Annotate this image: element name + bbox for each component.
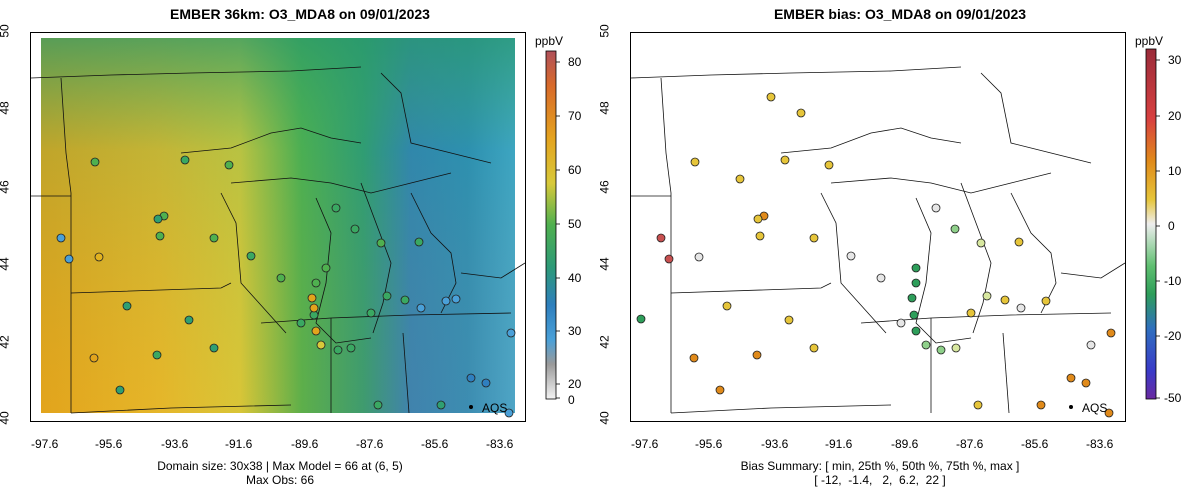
bias-x-tick-5: -87.6 (956, 437, 984, 451)
bias-map-svg: AQS (631, 66, 1125, 418)
y-tick-40: 40 (0, 411, 12, 425)
cbar-tick-0: 0 (568, 393, 575, 407)
bias-y-tick-48: 48 (597, 101, 612, 115)
bias-colorbar-unit: ppbV (1135, 34, 1164, 48)
cbar-tick-40: 40 (568, 271, 582, 285)
model-footer-line2: Max Obs: 66 (245, 473, 315, 487)
x-tick-7: -83.6 (486, 437, 514, 451)
model-map-frame: AQS (30, 32, 526, 422)
bias-cbar-tick-10: 10 (1168, 164, 1182, 178)
y-tick-42: 42 (0, 335, 12, 349)
bias-y-tick-46: 46 (597, 180, 612, 194)
bias-cbar-tick-m10: -10 (1164, 274, 1182, 288)
bias-x-tick-4: -89.6 (891, 437, 919, 451)
x-tick-1: -95.6 (95, 437, 123, 451)
bias-footer-line1: Bias Summary: [ min, 25th %, 50th %, 75t… (740, 459, 1020, 473)
y-tick-44: 44 (0, 257, 12, 271)
bias-cbar-tick-0: 0 (1168, 219, 1175, 233)
model-panel: EMBER 36km: O3_MDA8 on 09/01/2023 (0, 6, 582, 487)
bias-y-tick-40: 40 (597, 411, 612, 425)
bias-x-tick-1: -95.6 (695, 437, 723, 451)
x-tick-6: -85.6 (421, 437, 449, 451)
aqs-sites (56, 155, 516, 418)
y-tick-50: 50 (0, 24, 12, 38)
bias-cbar-tick-30: 30 (1168, 53, 1182, 67)
bias-x-tick-2: -93.6 (761, 437, 789, 451)
x-tick-0: -97.6 (31, 437, 59, 451)
y-tick-46: 46 (0, 180, 12, 194)
bias-aqs-legend-label: AQS (1082, 401, 1107, 415)
x-tick-3: -91.6 (225, 437, 253, 451)
bias-map-title: EMBER bias: O3_MDA8 on 09/01/2023 (773, 6, 1027, 22)
bias-y-tick-44: 44 (597, 257, 612, 271)
model-field-overlay (41, 38, 515, 413)
bias-cbar-tick-20: 20 (1168, 109, 1182, 123)
bias-cbar-tick-m50: -50 (1164, 391, 1182, 405)
x-tick-4: -89.6 (291, 437, 319, 451)
bias-boundaries (631, 66, 1125, 414)
x-tick-5: -87.6 (356, 437, 384, 451)
x-tick-2: -93.6 (161, 437, 189, 451)
y-tick-48: 48 (0, 101, 12, 115)
bias-aqs-sites (636, 92, 1116, 418)
bias-map-frame: AQS (630, 32, 1126, 422)
bias-y-tick-50: 50 (597, 24, 612, 38)
cbar-tick-20: 20 (568, 377, 582, 391)
model-colorbar: 80 70 60 50 40 30 20 0 (545, 50, 582, 407)
bias-colorbar: 30 20 10 0 -10 -20 -50 (1145, 48, 1182, 405)
model-colorbar-unit: ppbV (535, 34, 564, 48)
bias-x-tick-7: -83.6 (1086, 437, 1114, 451)
model-map-title: EMBER 36km: O3_MDA8 on 09/01/2023 (170, 6, 430, 22)
model-footer-line1: Domain size: 30x38 | Max Model = 66 at (… (157, 459, 403, 473)
bias-aqs-legend-dot (1069, 405, 1073, 409)
model-map-svg: AQS (31, 38, 525, 418)
cbar-tick-30: 30 (568, 324, 582, 338)
cbar-tick-80: 80 (568, 55, 582, 69)
bias-panel: EMBER bias: O3_MDA8 on 09/01/2023 (597, 0, 1200, 502)
bias-cbar-tick-m20: -20 (1164, 329, 1182, 343)
bias-y-tick-42: 42 (597, 335, 612, 349)
bias-x-tick-3: -91.6 (825, 437, 853, 451)
boundaries (31, 66, 525, 414)
bias-x-tick-0: -97.6 (631, 437, 659, 451)
aqs-legend-label: AQS (482, 401, 507, 415)
cbar-tick-60: 60 (568, 163, 582, 177)
cbar-tick-50: 50 (568, 217, 582, 231)
bias-x-tick-6: -85.6 (1021, 437, 1049, 451)
bias-footer-line2: [ -12, -1.4, 2, 6.2, 22 ] (814, 473, 946, 487)
aqs-legend-dot (469, 405, 473, 409)
cbar-tick-70: 70 (568, 109, 582, 123)
